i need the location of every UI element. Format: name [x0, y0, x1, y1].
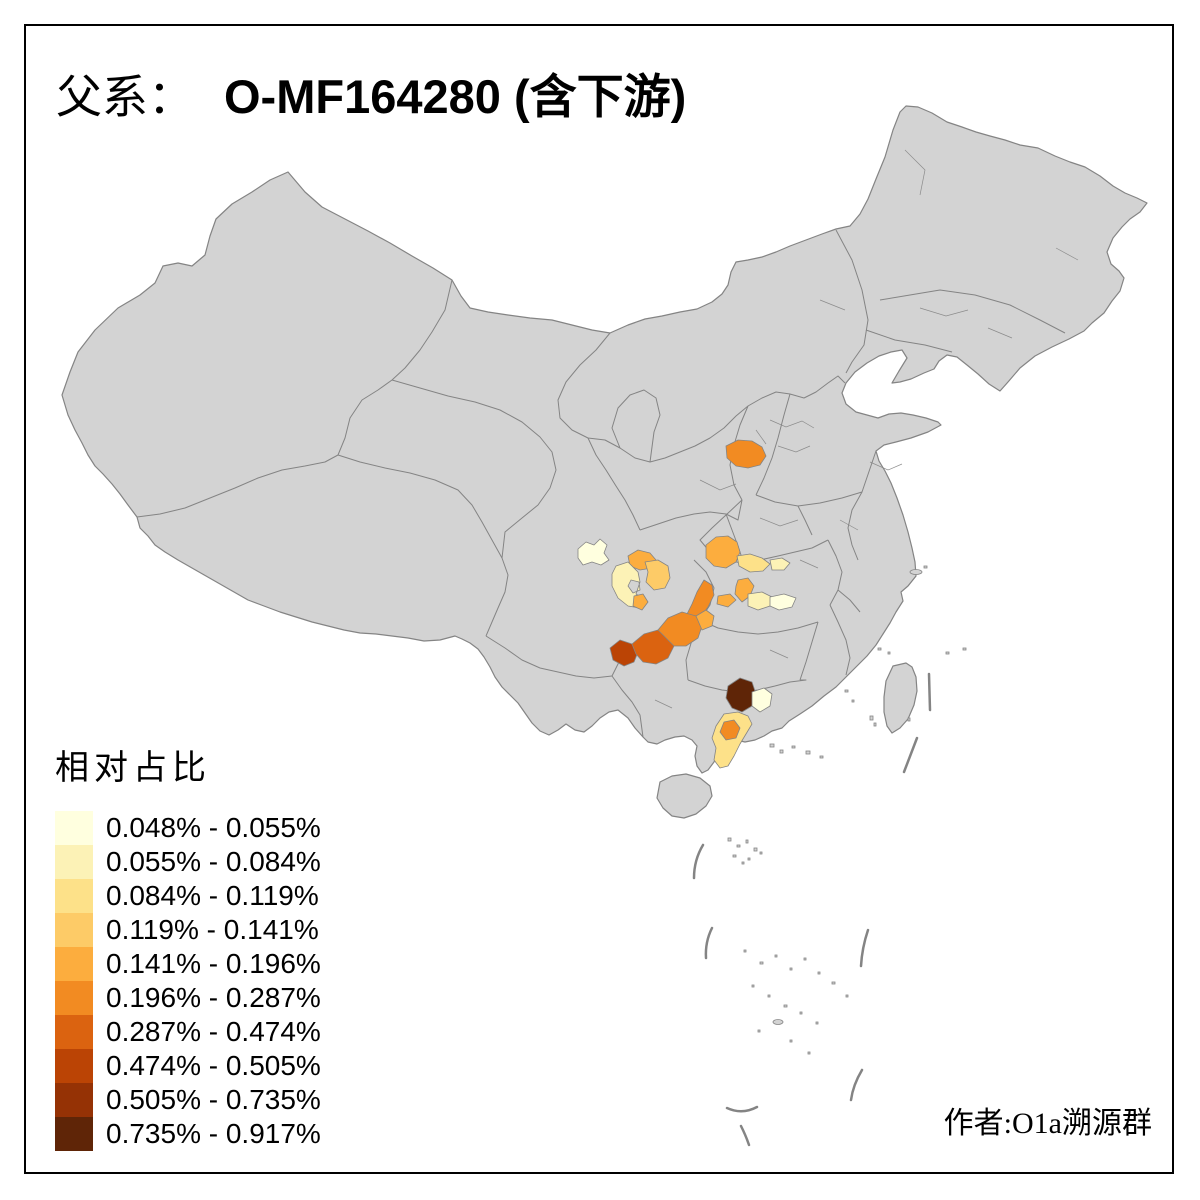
region-central-east-pale: [769, 593, 797, 611]
legend: 相对占比 0.048% - 0.055% 0.055% - 0.084% 0.0…: [55, 740, 321, 1151]
legend-row: 0.055% - 0.084%: [55, 845, 321, 879]
legend-label: 0.055% - 0.084%: [106, 846, 321, 877]
legend-label: 0.505% - 0.735%: [106, 1084, 321, 1115]
nine-dash-line: [692, 672, 932, 1147]
legend-swatch: [55, 1049, 93, 1083]
hainan-island-shape: [656, 773, 713, 819]
page-title: 父系： O-MF164280 (含下游): [56, 58, 686, 127]
region-east-band-yellow: [736, 553, 771, 573]
legend-label: 0.735% - 0.917%: [106, 1118, 321, 1149]
legend-row: 0.287% - 0.474%: [55, 1015, 321, 1049]
legend-swatch: [55, 947, 93, 981]
legend-row: 0.084% - 0.119%: [55, 879, 321, 913]
choropleth-regions: [577, 439, 797, 769]
legend-swatch: [55, 913, 93, 947]
taiwan-island-shape: [883, 662, 918, 734]
paracel-islands-specks: [727, 837, 763, 865]
legend-label: 0.474% - 0.505%: [106, 1050, 321, 1081]
legend-row: 0.119% - 0.141%: [55, 913, 321, 947]
nine-dash-segment: [692, 843, 705, 880]
nine-dash-segment: [849, 1068, 864, 1102]
province-borders: [136, 229, 1066, 738]
prefecture-borders: [654, 149, 1079, 709]
legend-swatch: [55, 981, 93, 1015]
nine-dash-segment: [725, 1105, 759, 1113]
legend-row: 0.735% - 0.917%: [55, 1117, 321, 1151]
region-southwest-dark: [609, 639, 639, 667]
title-prefix: 父系：: [56, 72, 194, 123]
region-east-band-pale: [769, 557, 791, 571]
legend-label: 0.141% - 0.196%: [106, 948, 321, 979]
spratly-islands-specks: [743, 949, 849, 1055]
author-credit: 作者:O1a溯源群: [943, 1107, 1152, 1140]
nine-dash-segment: [859, 928, 870, 968]
legend-title: 相对占比: [55, 750, 211, 787]
legend-label: 0.048% - 0.055%: [106, 812, 321, 843]
region-southwest-deep-orange: [631, 629, 675, 665]
legend-swatch: [55, 1083, 93, 1117]
nine-dash-segment: [704, 926, 714, 960]
region-southwest-orange: [657, 611, 703, 647]
nine-dash-segment: [739, 1124, 751, 1147]
legend-row: 0.196% - 0.287%: [55, 981, 321, 1015]
nine-dash-segment: [927, 672, 932, 712]
region-south-pale: [751, 687, 773, 713]
coastal-islands-specks: [769, 565, 967, 759]
title-haplogroup-code: O-MF164280 (含下游): [224, 70, 687, 123]
region-southwest-light-orange: [695, 609, 715, 631]
legend-label: 0.119% - 0.141%: [106, 914, 319, 945]
nine-dash-segment: [902, 736, 919, 774]
region-west-pale-star: [577, 538, 610, 566]
legend-row: 0.141% - 0.196%: [55, 947, 321, 981]
region-peninsula-orange: [719, 719, 741, 741]
legend-rows: 0.048% - 0.055% 0.055% - 0.084% 0.084% -…: [55, 811, 321, 1151]
legend-swatch: [55, 879, 93, 913]
legend-swatch: [55, 1015, 93, 1049]
sea-islands: [727, 565, 967, 1055]
plot-frame-border: [24, 24, 1174, 1174]
legend-row: 0.505% - 0.735%: [55, 1083, 321, 1117]
region-north-blob: [725, 439, 767, 469]
legend-label: 0.287% - 0.474%: [106, 1016, 321, 1047]
region-cluster-east-yellow: [644, 559, 671, 591]
legend-swatch: [55, 811, 93, 845]
legend-row: 0.048% - 0.055%: [55, 811, 321, 845]
legend-row: 0.474% - 0.505%: [55, 1049, 321, 1083]
region-central-west-patch: [716, 593, 737, 608]
legend-swatch: [55, 845, 93, 879]
legend-label: 0.196% - 0.287%: [106, 982, 321, 1013]
region-cluster-south-tab: [632, 593, 649, 611]
legend-label: 0.084% - 0.119%: [106, 880, 319, 911]
legend-swatch: [55, 1117, 93, 1151]
